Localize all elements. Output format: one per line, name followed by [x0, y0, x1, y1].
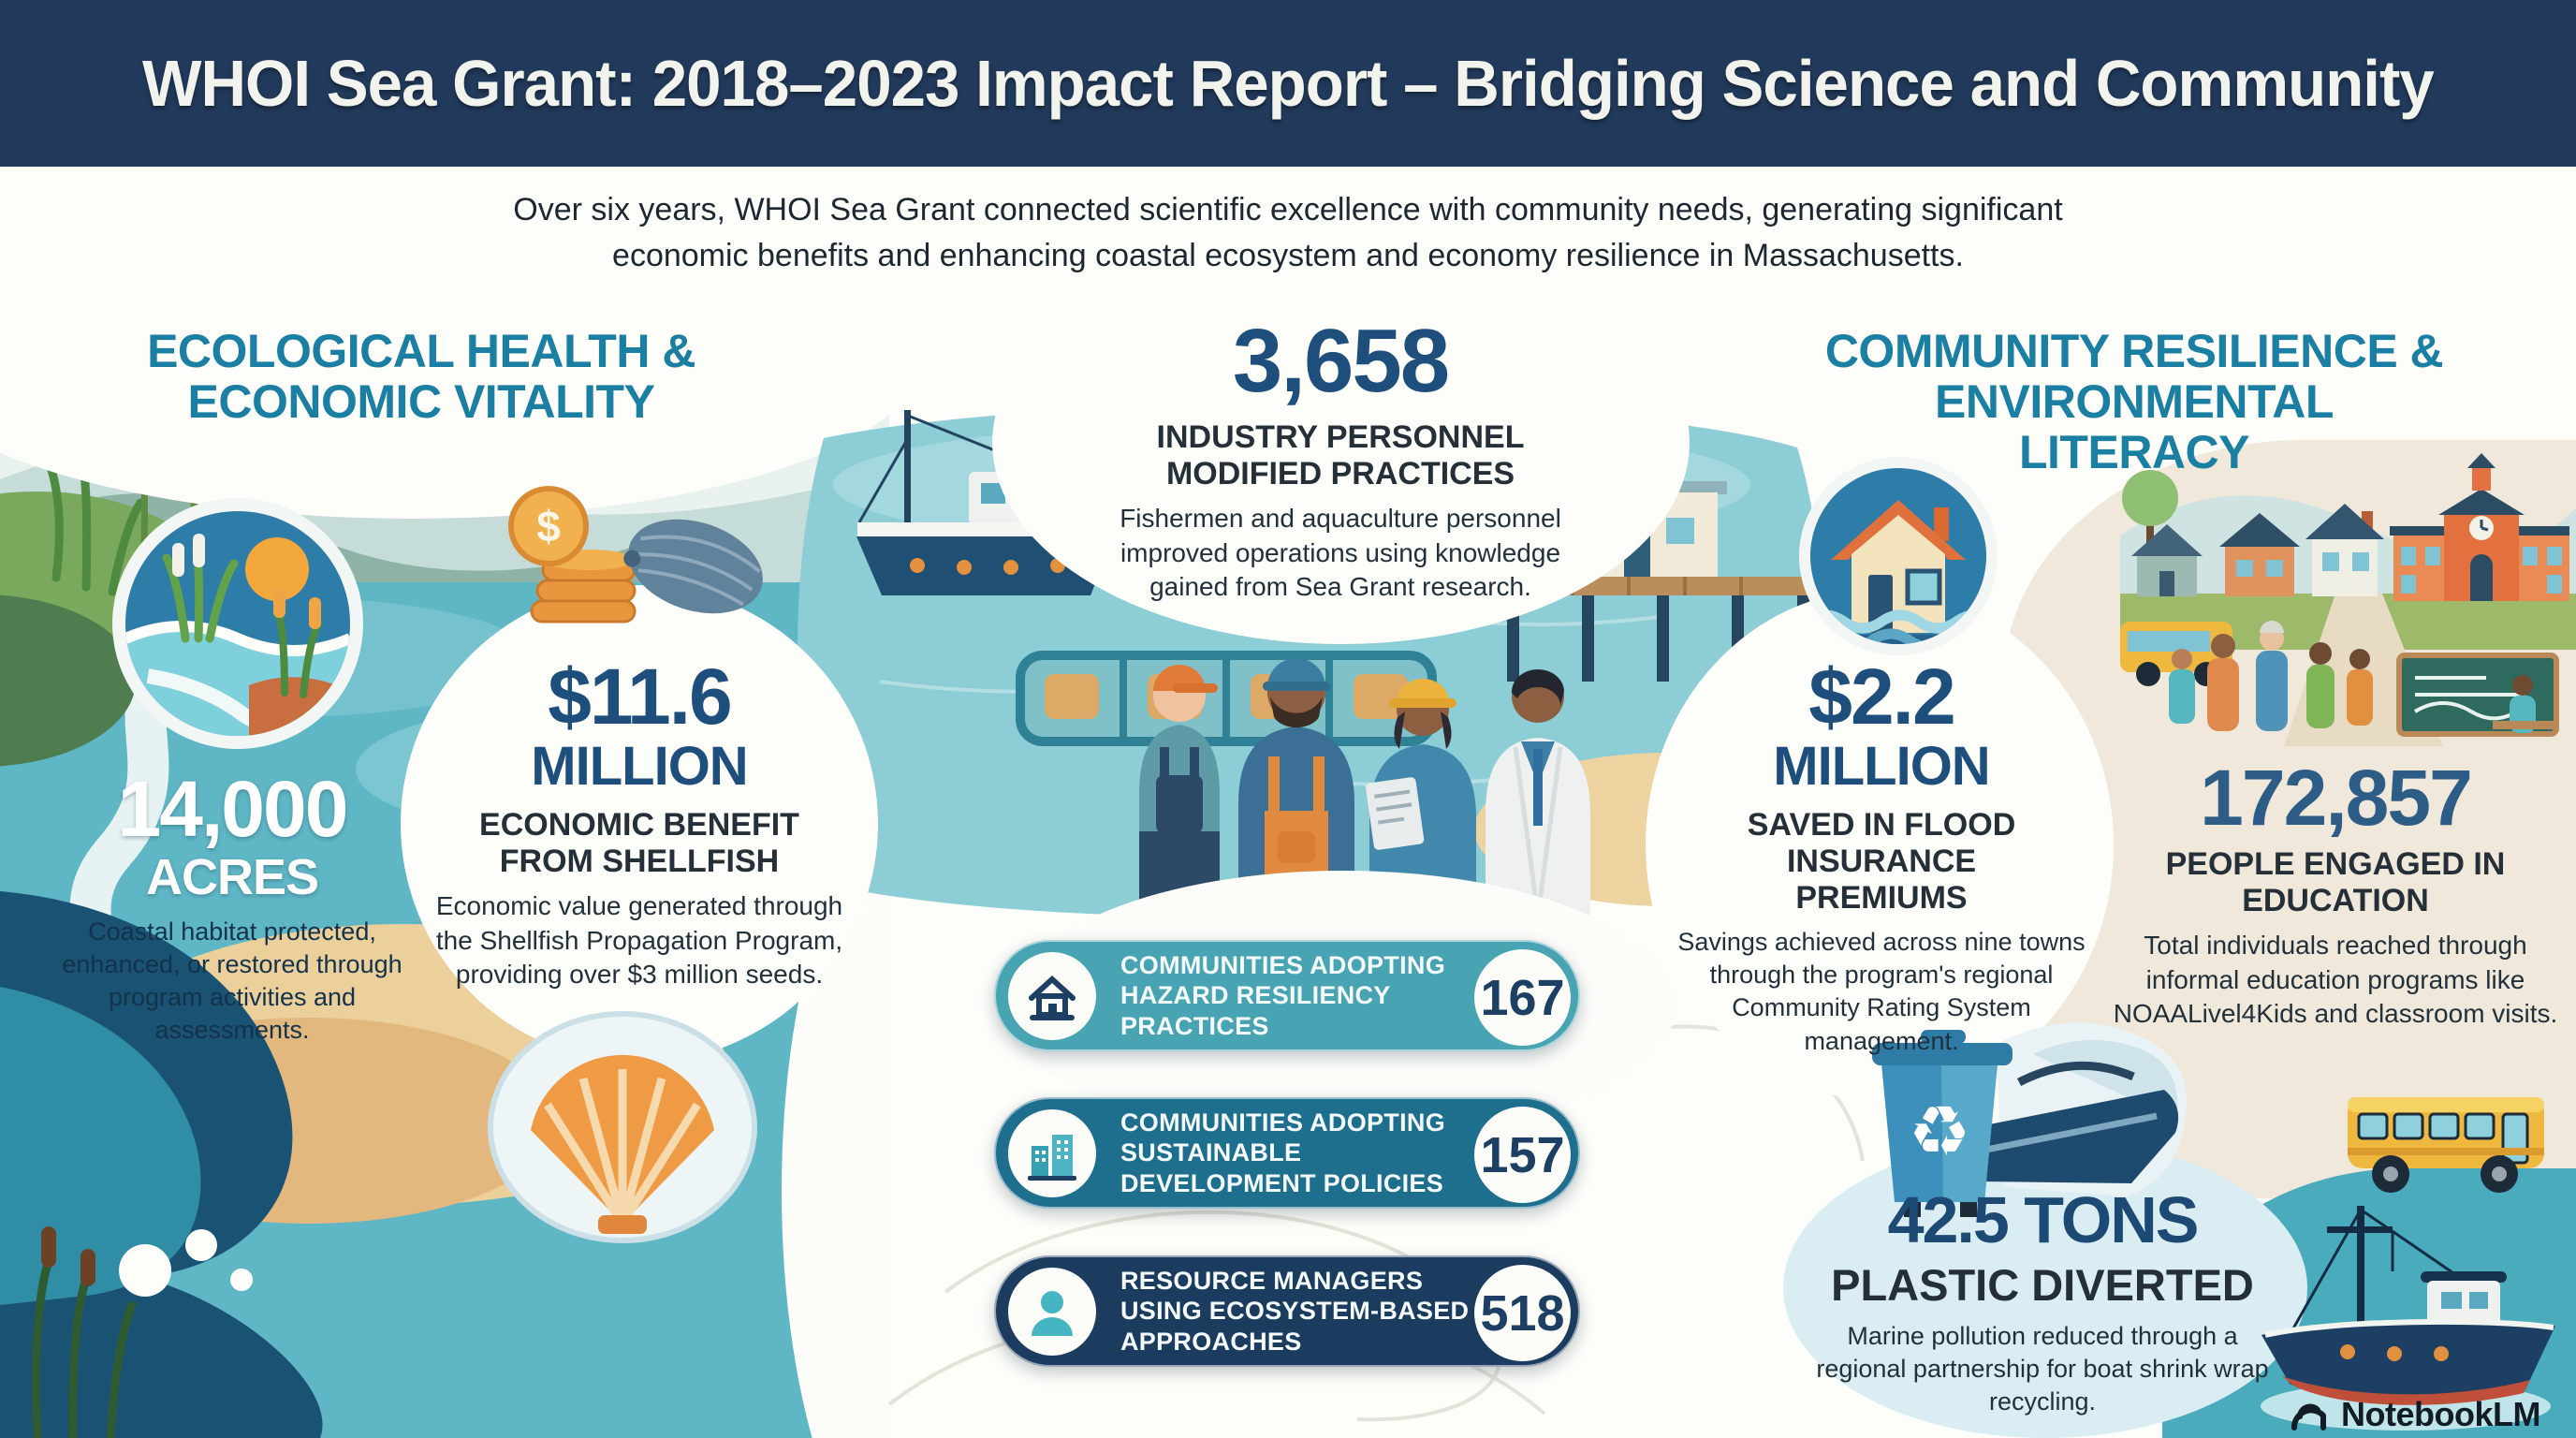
- house-icon: [1008, 951, 1096, 1040]
- notebooklm-watermark: NotebookLM: [2289, 1395, 2540, 1434]
- acres-unit: ACRES: [145, 849, 319, 905]
- plastic-value: 42.5 TONS: [1887, 1183, 2200, 1256]
- left-section-heading: ECOLOGICAL HEALTH & ECONOMIC VITALITY: [147, 325, 695, 428]
- flood-desc: Savings achieved across nine towns throu…: [1677, 928, 2086, 1055]
- fisherman-beard: [1238, 658, 1354, 916]
- pill-value: 157: [1474, 1107, 1571, 1203]
- watermark-label: NotebookLM: [2341, 1395, 2540, 1433]
- shellfish-label: ECONOMIC BENEFIT FROM SHELLFISH: [479, 807, 799, 880]
- stat-education: 172,857 PEOPLE ENGAGED IN EDUCATION Tota…: [2108, 758, 2563, 1031]
- flood-house-icon: [1799, 457, 1998, 655]
- industry-desc: Fishermen and aquaculture personnel impr…: [1120, 504, 1561, 601]
- shellfish-value: $11.6: [548, 653, 733, 741]
- intro-text: Over six years, WHOI Sea Grant connected…: [513, 192, 2063, 274]
- person-icon: [1008, 1267, 1096, 1356]
- fisherman-orange-cap: [1139, 665, 1220, 916]
- marsh-circle-icon: [112, 498, 363, 749]
- pill-label: COMMUNITIES ADOPTING HAZARD RESILIENCY P…: [1120, 950, 1445, 1040]
- blob-shellfish: [401, 585, 878, 1063]
- school-bus-left-icon: [2120, 622, 2232, 686]
- stat-pill-resource-managers: RESOURCE MANAGERS USING ECOSYSTEM-BASED …: [994, 1255, 1580, 1367]
- blob-flood: [1646, 590, 2114, 1100]
- stat-pill-hazard-resiliency: COMMUNITIES ADOPTING HAZARD RESILIENCY P…: [994, 940, 1580, 1051]
- trawler-boat-icon: [2261, 1206, 2555, 1431]
- page-title: WHOI Sea Grant: 2018–2023 Impact Report …: [142, 47, 2435, 120]
- coins-and-mussel-icon: $: [508, 486, 763, 624]
- students-and-teacher: [2169, 621, 2554, 733]
- school-building-icon: [2390, 453, 2569, 601]
- svg-text:♻: ♻: [1909, 1092, 1970, 1172]
- acres-value: 14,000: [117, 765, 349, 853]
- plastic-label: PLASTIC DIVERTED: [1831, 1260, 2254, 1310]
- scallop-shell-icon: [488, 1011, 757, 1243]
- stat-plastic: 42.5 TONS PLASTIC DIVERTED Marine pollut…: [1808, 1187, 2276, 1418]
- school-bus-icon: [2348, 1097, 2544, 1193]
- stat-flood: $2.2 MILLION SAVED IN FLOOD INSURANCE PR…: [1668, 657, 2095, 1058]
- pill-value: 167: [1474, 949, 1571, 1046]
- industry-label: INDUSTRY PERSONNEL MODIFIED PRACTICES: [1156, 419, 1525, 492]
- shellfish-desc: Economic value generated through the She…: [435, 891, 843, 989]
- buildings-icon: [1008, 1108, 1096, 1197]
- header-bar: WHOI Sea Grant: 2018–2023 Impact Report …: [0, 0, 2576, 167]
- workers-illustration: [1139, 658, 1590, 916]
- right-section-heading: COMMUNITY RESILIENCE & ENVIRONMENTAL LIT…: [1824, 325, 2444, 478]
- stat-pill-sustainable-development: COMMUNITIES ADOPTING SUSTAINABLE DEVELOP…: [994, 1097, 1580, 1209]
- house-small-white: [2305, 504, 2384, 596]
- scientist-labcoat: [1486, 669, 1590, 916]
- flood-label: SAVED IN FLOOD INSURANCE PREMIUMS: [1747, 807, 2016, 917]
- notebooklm-logo-icon: [2291, 1403, 2327, 1431]
- stat-acres: 14,000 ACRES Coastal habitat protected, …: [49, 770, 416, 1047]
- school-scene: [2120, 453, 2576, 746]
- education-desc: Total individuals reached through inform…: [2113, 931, 2558, 1028]
- pill-label: RESOURCE MANAGERS USING ECOSYSTEM-BASED …: [1120, 1266, 1470, 1356]
- mussel-shell: [623, 519, 763, 614]
- stat-industry: 3,658 INDUSTRY PERSONNEL MODIFIED PRACTI…: [1103, 316, 1578, 604]
- plastic-desc: Marine pollution reduced through a regio…: [1816, 1322, 2269, 1416]
- house-small-teal: [2131, 524, 2203, 596]
- industry-value: 3,658: [1232, 311, 1450, 411]
- shellfish-unit: MILLION: [531, 736, 748, 797]
- recycling-bin-boat-icon: ♻: [1872, 1022, 2187, 1217]
- blob-industry: [992, 242, 1690, 644]
- acres-desc: Coastal habitat protected, enhanced, or …: [62, 917, 402, 1045]
- stat-shellfish: $11.6 MILLION ECONOMIC BENEFIT FROM SHEL…: [415, 657, 864, 991]
- education-label: PEOPLE ENGAGED IN EDUCATION: [2165, 846, 2506, 919]
- house-small-orange: [2219, 513, 2300, 596]
- flood-unit: MILLION: [1773, 736, 1990, 797]
- flood-value: $2.2: [1808, 653, 1956, 741]
- education-value: 172,857: [2200, 754, 2473, 842]
- pill-label: COMMUNITIES ADOPTING SUSTAINABLE DEVELOP…: [1120, 1108, 1445, 1197]
- pill-value: 518: [1474, 1265, 1571, 1361]
- svg-text:$: $: [536, 502, 561, 550]
